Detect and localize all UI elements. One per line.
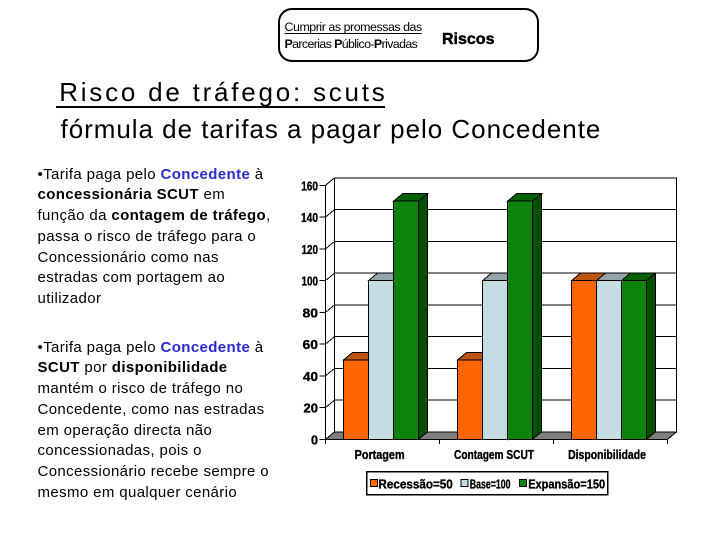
svg-text:Portagem: Portagem [355, 447, 405, 462]
svg-text:Recessão=50: Recessão=50 [378, 476, 452, 491]
svg-text:Expansão=150: Expansão=150 [528, 476, 605, 491]
svg-text:0: 0 [311, 432, 318, 447]
svg-text:20: 20 [304, 401, 319, 416]
svg-text:100: 100 [302, 274, 319, 289]
svg-text:60: 60 [303, 337, 319, 352]
svg-text:40: 40 [303, 369, 318, 384]
svg-text:Base=100: Base=100 [470, 476, 511, 491]
svg-text:Contagem SCUT: Contagem SCUT [454, 447, 534, 462]
svg-text:120: 120 [302, 242, 319, 257]
svg-text:80: 80 [303, 305, 319, 320]
svg-text:Disponibilidade: Disponibilidade [568, 447, 646, 462]
svg-text:140: 140 [301, 210, 318, 225]
svg-text:160: 160 [301, 178, 318, 193]
